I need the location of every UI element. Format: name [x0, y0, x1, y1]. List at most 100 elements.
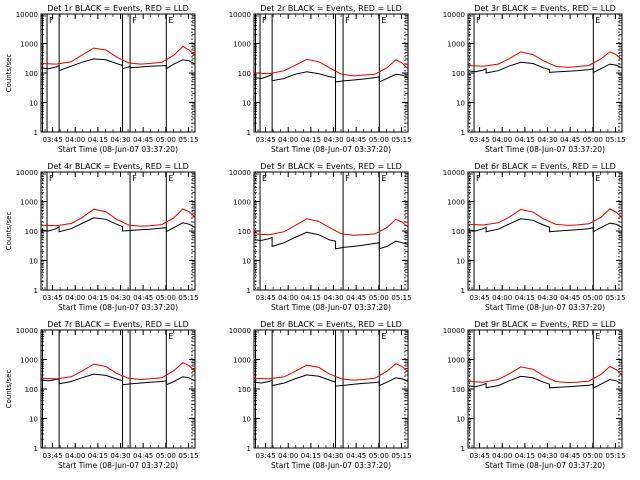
interval-marker: E	[168, 16, 173, 25]
x-tick-label: 04:00	[278, 452, 298, 460]
y-tick-label: 10000	[229, 169, 251, 177]
y-tick-label: 1000	[447, 357, 465, 365]
y-tick-label: 1	[247, 287, 251, 295]
interval-marker: F	[476, 16, 481, 25]
x-axis-label: Start Time (08-Jun-07 03:37:20)	[271, 145, 391, 154]
interval-marker: F	[132, 174, 137, 183]
x-tick-label: 05:15	[178, 452, 198, 460]
plot-frame	[467, 13, 623, 133]
x-tick-label: 04:15	[88, 136, 108, 144]
interval-marker: E	[595, 16, 600, 25]
chart-title: Det 8r BLACK = Events, RED = LLD	[260, 320, 402, 329]
x-tick-label: 04:45	[133, 294, 153, 302]
x-tick-label: 04:45	[560, 452, 580, 460]
chart-title: Det 9r BLACK = Events, RED = LLD	[474, 320, 616, 329]
y-tick-label: 1000	[233, 357, 251, 365]
y-tick-label: 1000	[233, 41, 251, 49]
y-tick-label: 100	[25, 228, 38, 236]
x-tick-label: 05:15	[391, 452, 411, 460]
plot-frame	[253, 329, 409, 449]
x-tick-label: 04:30	[323, 452, 343, 460]
x-axis-label: Start Time (08-Jun-07 03:37:20)	[271, 303, 391, 312]
y-tick-label: 100	[238, 386, 251, 394]
x-tick-label: 04:45	[346, 452, 366, 460]
x-axis-label: Start Time (08-Jun-07 03:37:20)	[485, 461, 605, 470]
x-tick-label: 05:00	[583, 294, 603, 302]
x-tick-label: 03:45	[255, 136, 275, 144]
y-tick-label: 1000	[20, 199, 38, 207]
y-tick-label: 1	[247, 445, 251, 453]
chart-panel: Det 1r BLACK = Events, RED = LLD Counts/s…	[5, 4, 199, 154]
chart-title: Det 2r BLACK = Events, RED = LLD	[260, 4, 402, 13]
x-tick-label: 04:30	[110, 452, 130, 460]
interval-marker: F	[49, 16, 54, 25]
x-tick-label: 04:30	[323, 136, 343, 144]
y-tick-label: 1	[247, 129, 251, 137]
x-tick-label: 04:45	[346, 294, 366, 302]
x-axis-label: Start Time (08-Jun-07 03:37:20)	[485, 145, 605, 154]
x-tick-label: 05:00	[369, 452, 389, 460]
events-series-line	[253, 231, 409, 250]
x-tick-label: 05:15	[605, 136, 625, 144]
x-tick-label: 04:00	[492, 452, 512, 460]
plot-frame	[467, 329, 623, 449]
y-axis-label: Counts/sec	[5, 212, 13, 251]
x-tick-label: 04:15	[515, 452, 535, 460]
interval-marker: E	[381, 16, 386, 25]
plot-frame	[40, 329, 196, 449]
x-tick-label: 05:15	[178, 294, 198, 302]
x-tick-label: 04:45	[346, 136, 366, 144]
chart-title: Det 3r BLACK = Events, RED = LLD	[474, 4, 616, 13]
x-tick-label: 04:30	[323, 294, 343, 302]
chart-panel: Det 2r BLACK = Events, RED = LLD Start Ti…	[229, 4, 412, 154]
x-tick-label: 03:45	[255, 294, 275, 302]
y-tick-label: 10000	[229, 11, 251, 19]
x-tick-label: 04:15	[88, 452, 108, 460]
y-tick-label: 10	[242, 416, 251, 424]
y-tick-label: 10000	[443, 169, 465, 177]
y-tick-label: 100	[452, 228, 465, 236]
y-axis-label: Counts/sec	[5, 370, 13, 409]
y-tick-label: 1000	[447, 41, 465, 49]
y-tick-label: 10000	[16, 327, 38, 335]
y-tick-label: 10	[456, 258, 465, 266]
lld-series-line	[467, 365, 623, 384]
x-tick-label: 04:15	[88, 294, 108, 302]
interval-marker: E	[262, 174, 267, 183]
x-tick-label: 05:00	[156, 452, 176, 460]
x-tick-label: 04:15	[515, 136, 535, 144]
x-axis-label: Start Time (08-Jun-07 03:37:20)	[271, 461, 391, 470]
lld-series-line	[40, 208, 196, 227]
x-tick-label: 04:00	[65, 136, 85, 144]
x-tick-label: 05:15	[391, 294, 411, 302]
x-tick-label: 04:00	[65, 294, 85, 302]
y-tick-label: 100	[238, 70, 251, 78]
interval-marker: E	[168, 174, 173, 183]
chart-title: Det 4r BLACK = Events, RED = LLD	[47, 162, 189, 171]
chart-panel: Det 6r BLACK = Events, RED = LLD Start Ti…	[443, 162, 626, 312]
x-tick-label: 04:45	[560, 136, 580, 144]
events-series-line	[467, 61, 623, 74]
x-axis-label: Start Time (08-Jun-07 03:37:20)	[485, 303, 605, 312]
y-tick-label: 1000	[20, 41, 38, 49]
x-tick-label: 03:45	[255, 452, 275, 460]
y-tick-label: 1	[34, 287, 38, 295]
x-tick-label: 05:15	[605, 452, 625, 460]
y-tick-label: 10	[456, 416, 465, 424]
y-tick-label: 10	[29, 258, 38, 266]
interval-marker: F	[476, 174, 481, 183]
y-tick-label: 10	[29, 416, 38, 424]
y-tick-label: 10000	[16, 11, 38, 19]
x-tick-label: 04:00	[492, 294, 512, 302]
y-tick-label: 10000	[16, 169, 38, 177]
interval-marker: F	[132, 16, 137, 25]
chart-panel: Det 3r BLACK = Events, RED = LLD Start Ti…	[443, 4, 626, 154]
x-axis-label: Start Time (08-Jun-07 03:37:20)	[58, 303, 178, 312]
chart-panel: Det 9r BLACK = Events, RED = LLD Start Ti…	[443, 320, 626, 470]
x-tick-label: 04:15	[301, 136, 321, 144]
x-tick-label: 04:00	[278, 294, 298, 302]
chart-title: Det 7r BLACK = Events, RED = LLD	[47, 320, 189, 329]
events-series-line	[467, 375, 623, 389]
x-tick-label: 04:30	[537, 136, 557, 144]
